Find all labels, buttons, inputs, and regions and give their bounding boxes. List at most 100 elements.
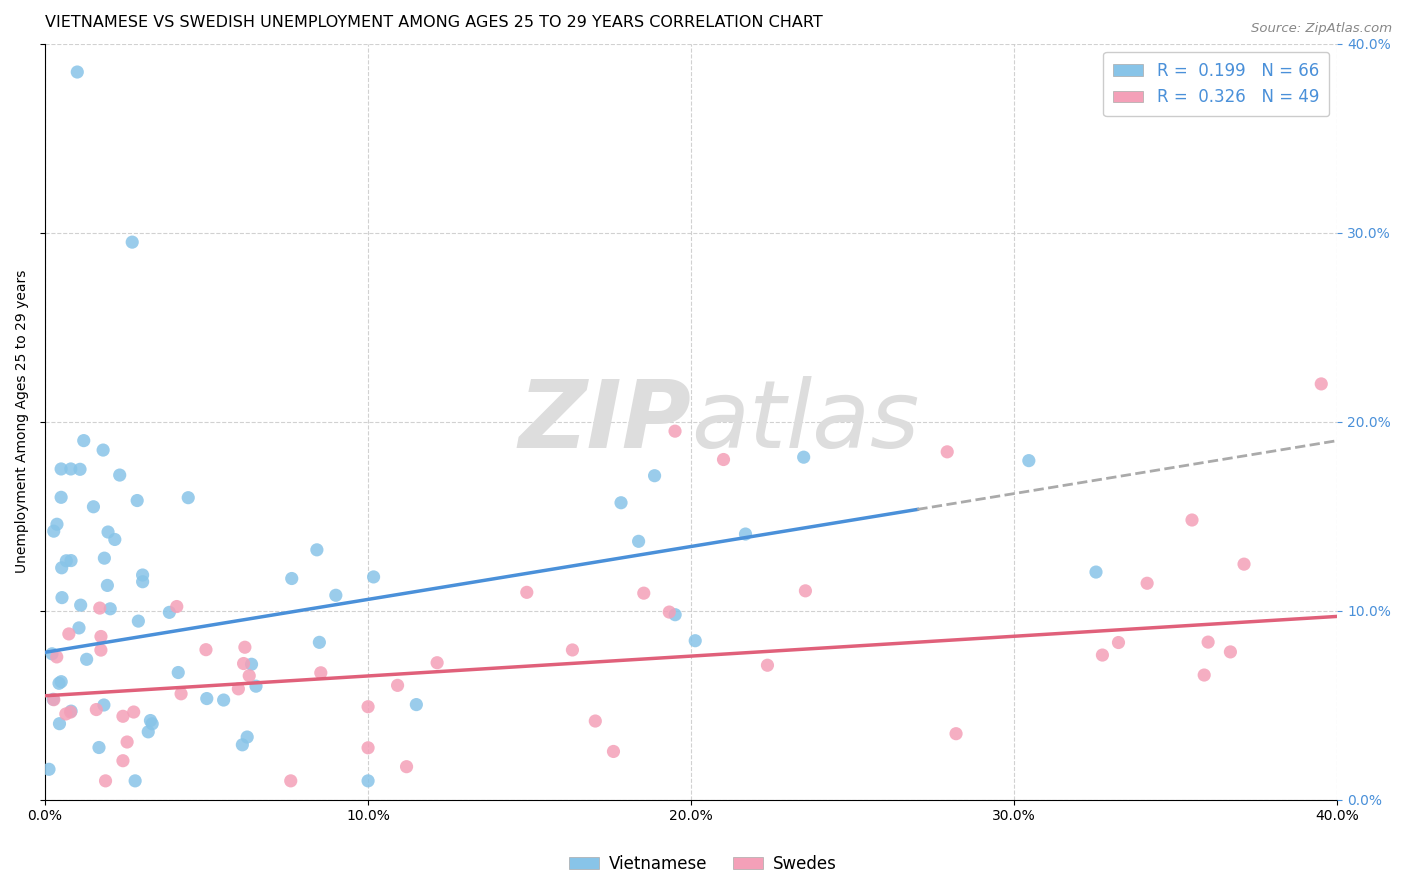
- Point: [194, 642, 217, 657]
- Point: [157, 605, 180, 619]
- Point: [91, 443, 114, 458]
- Point: [232, 657, 254, 671]
- Legend: R =  0.199   N = 66, R =  0.326   N = 49: R = 0.199 N = 66, R = 0.326 N = 49: [1104, 52, 1329, 116]
- Legend: Vietnamese, Swedes: Vietnamese, Swedes: [562, 848, 844, 880]
- Point: [794, 583, 817, 598]
- Point: [55, 706, 77, 721]
- Point: [357, 773, 380, 788]
- Point: [363, 570, 385, 584]
- Point: [90, 630, 112, 644]
- Point: [136, 724, 159, 739]
- Point: [49, 462, 72, 476]
- Point: [86, 702, 108, 716]
- Point: [139, 714, 162, 728]
- Point: [308, 635, 330, 649]
- Point: [121, 235, 143, 249]
- Point: [42, 524, 65, 538]
- Point: [357, 699, 380, 714]
- Point: [51, 591, 73, 605]
- Point: [127, 493, 149, 508]
- Point: [131, 574, 153, 589]
- Point: [1018, 453, 1040, 467]
- Point: [325, 588, 347, 602]
- Point: [49, 491, 72, 505]
- Point: [59, 705, 82, 719]
- Point: [1085, 565, 1108, 579]
- Text: atlas: atlas: [692, 376, 920, 467]
- Point: [305, 542, 328, 557]
- Point: [87, 740, 110, 755]
- Point: [1219, 645, 1241, 659]
- Point: [238, 669, 260, 683]
- Point: [1233, 557, 1256, 571]
- Point: [426, 656, 449, 670]
- Point: [1310, 376, 1333, 391]
- Point: [82, 500, 104, 514]
- Point: [96, 578, 118, 592]
- Point: [69, 462, 91, 476]
- Point: [233, 640, 256, 655]
- Point: [98, 602, 121, 616]
- Point: [42, 692, 65, 706]
- Point: [212, 693, 235, 707]
- Point: [66, 65, 89, 79]
- Point: [228, 681, 250, 696]
- Point: [60, 553, 83, 567]
- Point: [166, 599, 188, 614]
- Point: [93, 698, 115, 712]
- Point: [38, 762, 60, 776]
- Point: [1108, 635, 1130, 649]
- Point: [280, 572, 302, 586]
- Point: [756, 658, 779, 673]
- Point: [195, 691, 218, 706]
- Point: [1197, 635, 1219, 649]
- Point: [357, 740, 380, 755]
- Point: [51, 561, 73, 575]
- Point: [734, 527, 756, 541]
- Point: [658, 605, 681, 619]
- Point: [602, 744, 624, 758]
- Point: [610, 496, 633, 510]
- Point: [42, 692, 65, 706]
- Text: ZIP: ZIP: [519, 376, 692, 467]
- Point: [1181, 513, 1204, 527]
- Point: [127, 614, 149, 628]
- Point: [387, 678, 409, 692]
- Point: [58, 627, 80, 641]
- Point: [936, 445, 959, 459]
- Text: VIETNAMESE VS SWEDISH UNEMPLOYMENT AMONG AGES 25 TO 29 YEARS CORRELATION CHART: VIETNAMESE VS SWEDISH UNEMPLOYMENT AMONG…: [45, 15, 823, 30]
- Point: [170, 687, 193, 701]
- Point: [111, 709, 134, 723]
- Point: [94, 773, 117, 788]
- Point: [55, 554, 77, 568]
- Point: [309, 665, 332, 680]
- Point: [945, 727, 967, 741]
- Point: [240, 657, 263, 672]
- Point: [664, 607, 686, 622]
- Point: [104, 533, 127, 547]
- Point: [131, 568, 153, 582]
- Point: [41, 647, 63, 661]
- Point: [141, 716, 163, 731]
- Point: [73, 434, 96, 448]
- Point: [633, 586, 655, 600]
- Point: [713, 452, 735, 467]
- Point: [90, 643, 112, 657]
- Point: [627, 534, 650, 549]
- Point: [561, 643, 583, 657]
- Point: [664, 424, 686, 438]
- Text: Source: ZipAtlas.com: Source: ZipAtlas.com: [1251, 22, 1392, 36]
- Point: [1192, 668, 1215, 682]
- Point: [48, 716, 70, 731]
- Point: [516, 585, 538, 599]
- Point: [236, 730, 259, 744]
- Point: [115, 735, 138, 749]
- Point: [793, 450, 815, 465]
- Point: [97, 524, 120, 539]
- Point: [583, 714, 606, 728]
- Point: [280, 773, 302, 788]
- Point: [46, 517, 69, 532]
- Point: [124, 773, 146, 788]
- Point: [69, 598, 91, 612]
- Y-axis label: Unemployment Among Ages 25 to 29 years: Unemployment Among Ages 25 to 29 years: [15, 270, 30, 574]
